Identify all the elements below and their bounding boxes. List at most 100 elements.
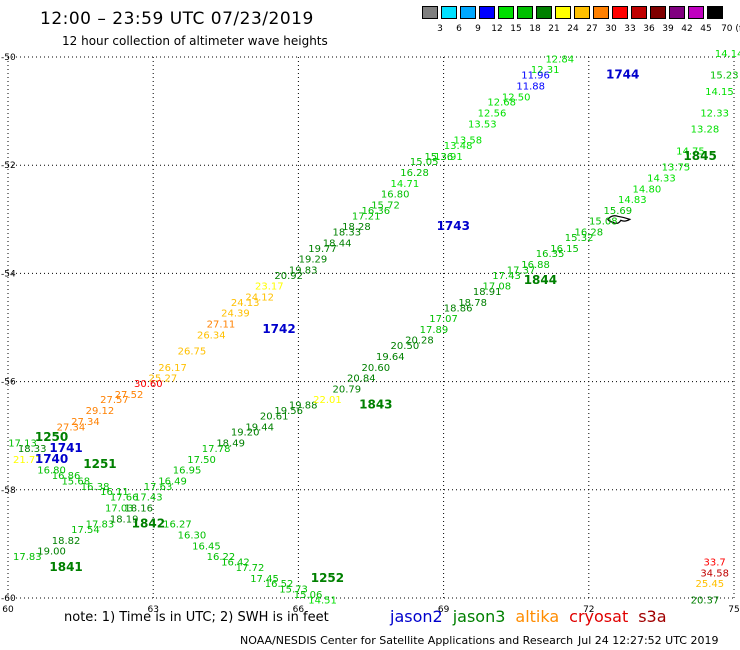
swh-value: 19.20: [231, 428, 260, 439]
swh-value: 15.05: [410, 157, 439, 168]
swh-value: 30.60: [134, 379, 163, 390]
pass-label: 1842: [132, 517, 165, 531]
pass-label: 1845: [683, 149, 716, 163]
swh-value: 16.22: [207, 552, 236, 563]
swh-value: 16.80: [37, 466, 66, 477]
scale-swatch: [422, 6, 438, 19]
swh-value: 33.7: [704, 558, 726, 569]
swh-value: 27.34: [71, 417, 100, 428]
scale-swatch: [612, 6, 628, 19]
swh-value: 12.68: [487, 98, 516, 109]
swh-value: 17.54: [71, 525, 100, 536]
swh-value: 17.83: [86, 520, 115, 531]
swh-value: 12.33: [700, 109, 729, 120]
chart-subtitle: 12 hour collection of altimeter wave hei…: [62, 34, 328, 48]
swh-value: 18.33: [18, 444, 47, 455]
swh-value: 16.52: [265, 579, 294, 590]
swh-value: 16.42: [221, 558, 250, 569]
swh-value: 18.16: [124, 503, 153, 514]
swh-value: 23.17: [255, 282, 284, 293]
swh-value: 13.28: [691, 125, 720, 136]
swh-value: 27.11: [207, 320, 236, 331]
swh-value: 24.39: [221, 309, 250, 320]
swh-value: 14.15: [705, 87, 734, 98]
swh-value: 18.91: [473, 287, 502, 298]
scale-swatch: [536, 6, 552, 19]
swh-value: 19.44: [245, 422, 274, 433]
pass-label: 1841: [49, 560, 82, 574]
swh-value: 18.82: [52, 536, 81, 547]
swh-value: 25.45: [695, 579, 724, 590]
swh-value: 19.56: [274, 406, 303, 417]
pass-label: 1252: [311, 571, 344, 585]
swh-value: 26.17: [158, 363, 187, 374]
swh-value: 17.21: [352, 211, 381, 222]
x-tick-label: 69: [438, 605, 450, 615]
swh-value: 12.56: [478, 109, 507, 120]
swh-value: 15.69: [604, 206, 633, 217]
swh-value: 19.88: [289, 401, 318, 412]
swh-value: 16.15: [550, 244, 579, 255]
swh-value: 14.83: [618, 195, 647, 206]
satellite-cryosat: cryosat: [569, 607, 629, 626]
swh-value: 15.68: [61, 476, 90, 487]
swh-value: 17.08: [483, 282, 512, 293]
y-tick-label: -50: [1, 53, 16, 63]
swh-value: 17.63: [144, 482, 173, 493]
swh-value: 24.13: [231, 298, 260, 309]
swh-value: 20.28: [405, 336, 434, 347]
swh-value: 13.75: [662, 163, 691, 174]
x-tick-label: 63: [147, 605, 158, 615]
swh-value: 22.01: [313, 395, 342, 406]
scale-label: 36: [643, 24, 655, 34]
swh-value: 13.91: [434, 152, 463, 163]
chart-title: 12:00 – 23:59 UTC 07/23/2019: [40, 9, 314, 29]
swh-value: 20.50: [391, 341, 420, 352]
swh-value: 18.78: [458, 298, 487, 309]
x-tick-label: 75: [728, 605, 739, 615]
pass-label: 1741: [49, 441, 82, 455]
y-tick-label: -52: [1, 161, 16, 171]
swh-value: 12.84: [545, 54, 574, 65]
scale-swatch: [631, 6, 647, 19]
swh-value: 14.51: [308, 595, 337, 606]
satellite-jason2: jason2: [390, 607, 443, 626]
swh-value: 17.43: [492, 271, 521, 282]
pass-label: 1743: [437, 219, 470, 233]
swh-value: 12.31: [531, 65, 560, 76]
scale-label: 39: [662, 24, 674, 34]
swh-value: 19.00: [37, 547, 66, 558]
pass-label: 1744: [606, 68, 639, 82]
swh-value: 18.19: [110, 514, 139, 525]
swh-value: 18.44: [323, 238, 352, 249]
scale-swatch: [441, 6, 457, 19]
satellite-altika: altika: [515, 607, 560, 626]
scale-swatch: [460, 6, 476, 19]
scale-label: 24: [567, 24, 579, 34]
swh-value: 14.80: [633, 184, 662, 195]
swh-value: 15.72: [371, 200, 400, 211]
swh-value: 27.52: [115, 390, 144, 401]
swh-value: 25.27: [149, 374, 178, 385]
scale-label: 70 (ft): [721, 24, 740, 34]
swh-value: 16.49: [158, 476, 187, 487]
scale-label: 3: [437, 24, 443, 34]
swh-value: 13.53: [468, 119, 497, 130]
swh-value: 16.36: [362, 206, 391, 217]
swh-value: 26.34: [197, 330, 226, 341]
swh-value: 18.28: [342, 222, 371, 233]
scale-swatch: [517, 6, 533, 19]
pass-label: 1251: [83, 457, 116, 471]
swh-value: 17.37: [507, 265, 536, 276]
scale-label: 27: [586, 24, 598, 34]
island-outline: [607, 215, 632, 225]
swh-value: 20.79: [332, 384, 361, 395]
satellite-s3a: s3a: [638, 607, 667, 626]
swh-value: 18.86: [444, 303, 473, 314]
swh-value: 19.64: [376, 352, 405, 363]
swh-value: 15.08: [589, 217, 618, 228]
swh-value: 17.89: [420, 325, 449, 336]
swh-value: 16.38: [81, 482, 110, 493]
swh-value: 16.95: [173, 466, 202, 477]
